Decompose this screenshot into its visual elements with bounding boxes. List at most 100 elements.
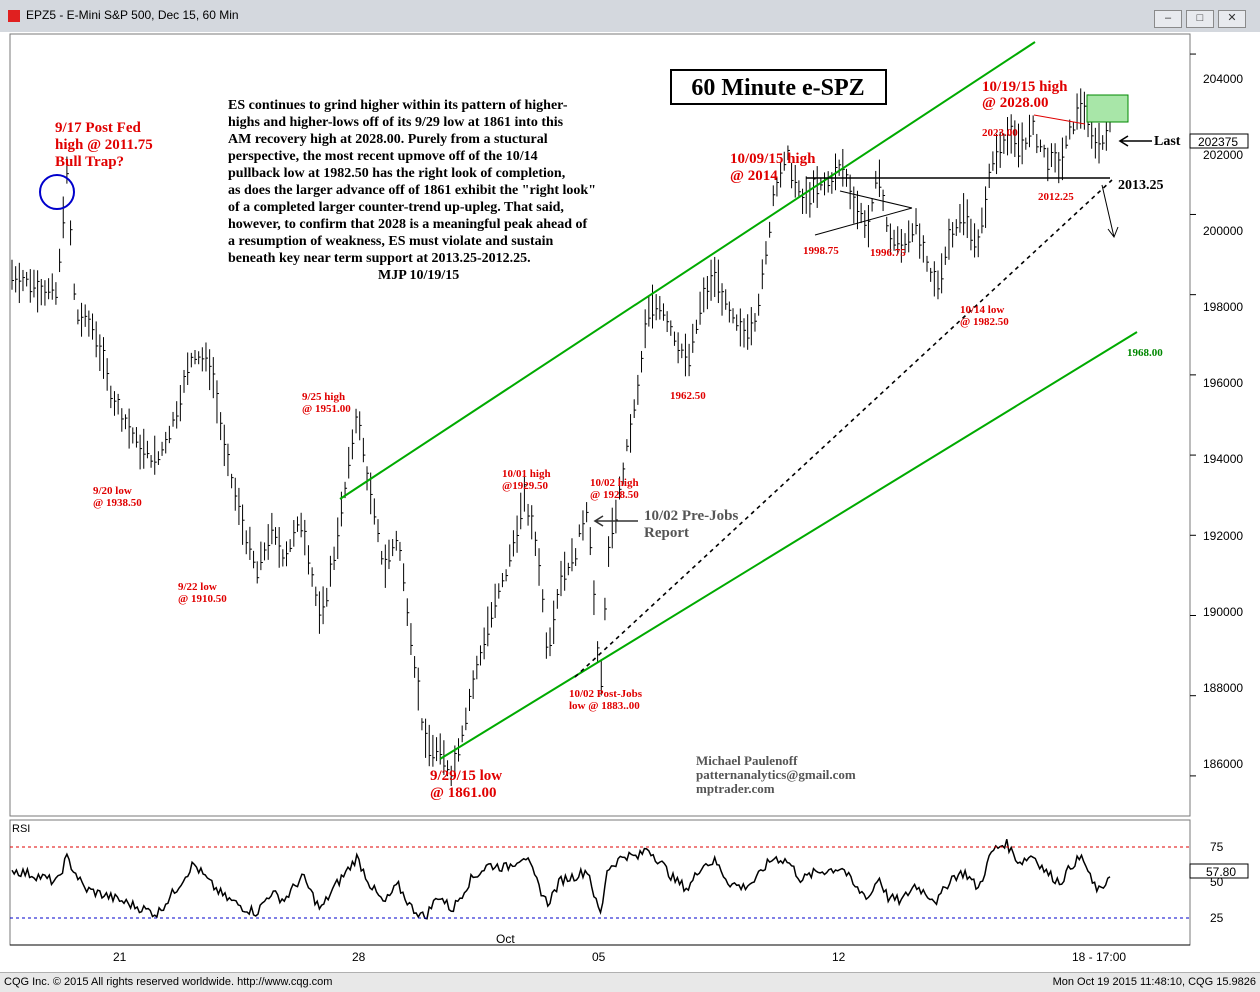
x-tick-label: 21 [113, 950, 127, 964]
rsi-last-value: 57.80 [1206, 865, 1236, 879]
signature-block: Michael Paulenoff patternanalytics@gmail… [696, 753, 856, 796]
low-0920-label: @ 1938.50 [93, 497, 142, 509]
target-box [1086, 94, 1129, 123]
prejobs-label: Report [644, 525, 689, 541]
y-tick-label: 186000 [1203, 757, 1243, 771]
prejobs-annotation: 10/02 Pre-Jobs Report [644, 508, 738, 541]
bull-trap-circle [39, 174, 75, 210]
last-label: Last [1154, 134, 1181, 149]
rsi-last-box [1189, 863, 1249, 879]
minimize-button[interactable]: – [1154, 10, 1182, 28]
y-tick-label: 204000 [1203, 72, 1243, 86]
window-titlebar: EPZ5 - E-Mini S&P 500, Dec 15, 60 Min – … [0, 0, 1260, 33]
commentary-line: perspective, the most recent upmove off … [228, 149, 538, 164]
y-tick-label: 196000 [1203, 376, 1243, 390]
y-tick-label: 200000 [1203, 224, 1243, 238]
lower-channel-line [439, 331, 1138, 760]
commentary-line: highs and higher-lows off of its 9/29 lo… [228, 115, 564, 130]
low-0920-label: 9/20 low [93, 485, 132, 497]
rsi-level-label: 25 [1210, 911, 1224, 925]
price-pane-frame [9, 33, 1191, 817]
low-0922-label: @ 1910.50 [178, 593, 227, 605]
uptrend-dashed-line [574, 179, 1113, 678]
chart-title-box [670, 69, 887, 105]
triangle-upper [839, 190, 913, 209]
commentary-line: however, to confirm that 2028 is a meani… [228, 217, 588, 232]
rsi-label: RSI [12, 823, 30, 835]
postjobs-label: 10/02 Post-Jobs [569, 688, 643, 700]
fed-note: high @ 2011.75 [55, 137, 153, 153]
last-arrow-icon [1118, 135, 1152, 147]
rsi-line [11, 839, 1111, 920]
commentary-line: AM recovery high at 2028.00. Purely from… [228, 132, 548, 147]
rsi-series [11, 839, 1111, 920]
y-tick-label: 194000 [1203, 452, 1243, 466]
triangle-lower [814, 207, 913, 236]
y-tick-label: 202000 [1203, 148, 1243, 162]
signature-line: patternanalytics@gmail.com [696, 767, 856, 782]
chart-background [0, 32, 1260, 972]
low-0922-label: 9/22 low [178, 581, 217, 593]
x-tick-label: 18 - 17:00 [1072, 950, 1126, 964]
high-1009-label: @ 2014 [730, 168, 778, 184]
red-annotations: 9/17 Post Fed high @ 2011.75 Bull Trap? … [55, 79, 1074, 801]
commentary-line: ES continues to grind higher within its … [228, 98, 568, 113]
fed-note: 9/17 Post Fed [55, 120, 141, 136]
high-1001-label: 10/01 high [502, 468, 551, 480]
high-1019-label: @ 2028.00 [982, 95, 1048, 111]
low-1014-label: 10/14 low [960, 304, 1004, 316]
prejobs-arrow-icon [593, 515, 638, 527]
support-label: 2013.25 [1118, 178, 1164, 193]
low-0929-label: 9/29/15 low [430, 768, 502, 784]
x-tick-label: 12 [832, 950, 846, 964]
app-icon [8, 10, 20, 22]
rsi-axis-labels: 75 50 25 [1210, 840, 1224, 925]
x-tick-label: 28 [352, 950, 366, 964]
level-2023-label: 2023.00 [982, 127, 1018, 139]
signature-line: mptrader.com [696, 781, 775, 796]
commentary-line: beneath key near term support at 2013.25… [228, 251, 531, 266]
signature-line: Michael Paulenoff [696, 753, 798, 768]
commentary-line: as does the larger advance off of 1861 e… [228, 183, 596, 198]
status-bar: CQG Inc. © 2015 All rights reserved worl… [0, 972, 1260, 992]
fed-note: Bull Trap? [55, 154, 124, 170]
chart-area: 60 Minute e-SPZ ES continues to grind hi… [0, 32, 1260, 972]
restore-button[interactable]: □ [1186, 10, 1214, 28]
low-1962-label: 1962.50 [670, 390, 706, 402]
window-title: EPZ5 - E-Mini S&P 500, Dec 15, 60 Min [26, 8, 239, 22]
close-button[interactable]: ✕ [1218, 10, 1246, 28]
timestamp-text: Mon Oct 19 2015 11:48:10, CQG 15.9826 [1052, 976, 1256, 988]
high-1019-label: 10/19/15 high [982, 79, 1068, 95]
upper-channel-line [339, 41, 1036, 500]
commentary-signature: MJP 10/19/15 [378, 268, 459, 283]
low-0929-label: @ 1861.00 [430, 785, 496, 801]
copyright-text: CQG Inc. © 2015 All rights reserved worl… [4, 976, 333, 988]
chart-title: 60 Minute e-SPZ [691, 75, 864, 101]
low-1998-label: 1998.75 [803, 245, 839, 257]
y-tick-label: 188000 [1203, 681, 1243, 695]
rsi-level-label: 75 [1210, 840, 1224, 854]
y-axis-labels: 204000 202000 200000 198000 196000 19400… [1203, 72, 1243, 771]
high-1002-label: @ 1928.50 [590, 489, 639, 501]
high-1009-label: 10/09/15 high [730, 151, 816, 167]
high-pointer [1033, 114, 1086, 125]
down-arrow-icon [1101, 184, 1119, 239]
lower-channel-label: 1968.00 [1127, 347, 1163, 359]
high-0925-label: @ 1951.00 [302, 403, 351, 415]
postjobs-label: low @ 1883..00 [569, 700, 640, 712]
last-price-value: 202375 [1198, 135, 1238, 149]
y-tick-label: 190000 [1203, 605, 1243, 619]
x-month-label: Oct [496, 932, 515, 946]
x-tick-label: 05 [592, 950, 606, 964]
low-1996-label: 1996.75 [870, 247, 906, 259]
commentary-line: pullback low at 1982.50 has the right lo… [228, 166, 565, 181]
high-1001-label: @1929.50 [502, 480, 548, 492]
high-0925-label: 9/25 high [302, 391, 345, 403]
y-tick-label: 192000 [1203, 529, 1243, 543]
high-1002-label: 10/02 high [590, 477, 639, 489]
prejobs-label: 10/02 Pre-Jobs [644, 508, 738, 524]
black-annotations: Last 2013.25 [1118, 134, 1181, 193]
commentary-line: of a completed larger counter-trend up-u… [228, 200, 564, 215]
commentary-block: ES continues to grind higher within its … [228, 98, 596, 283]
price-bars [11, 88, 1112, 787]
